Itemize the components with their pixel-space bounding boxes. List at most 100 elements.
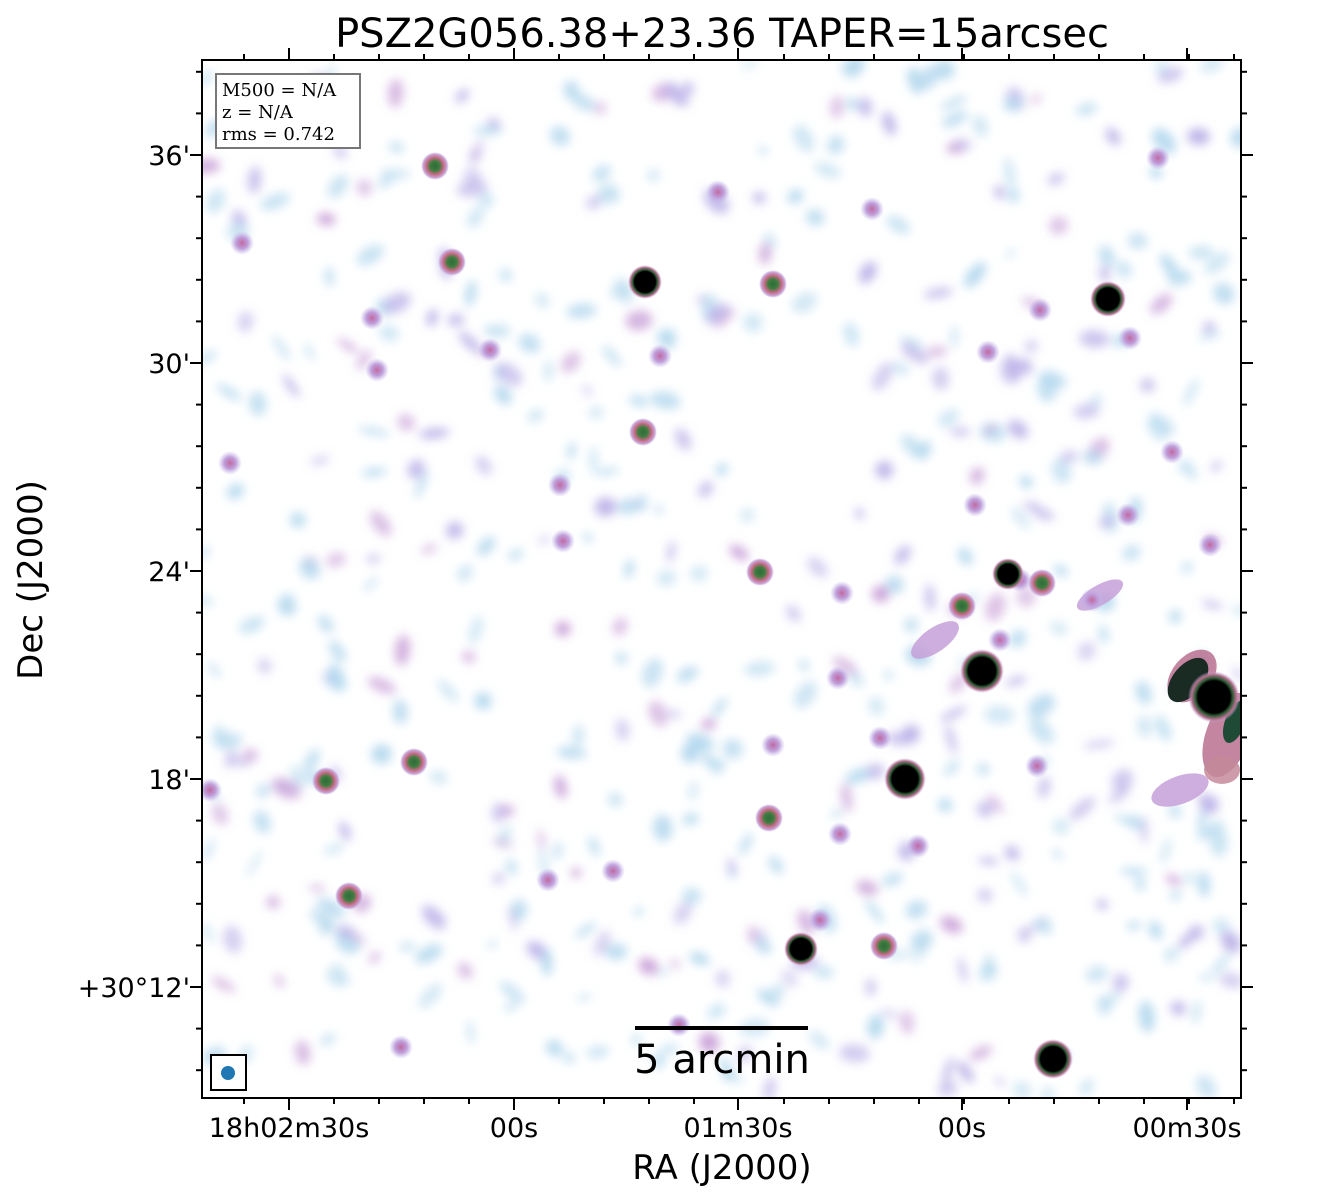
noise-blob (1077, 641, 1096, 661)
noise-blob (865, 899, 884, 924)
noise-blob (291, 765, 305, 790)
noise-blob (881, 872, 904, 887)
noise-blob (598, 183, 620, 204)
noise-blob (886, 215, 911, 234)
noise-blob (1150, 293, 1173, 315)
noise-blob (1112, 973, 1129, 993)
noise-blob (830, 810, 843, 818)
noise-blob (799, 659, 809, 671)
noise-blob (387, 78, 404, 108)
noise-blob (984, 705, 1015, 724)
radio-image (202, 60, 1241, 1098)
compact-source (312, 767, 340, 795)
noise-blob (560, 351, 581, 373)
noise-blob (369, 511, 392, 537)
noise-blob (977, 857, 1000, 865)
noise-blob (1163, 947, 1179, 963)
bright-source (884, 758, 926, 800)
noise-blob (701, 753, 721, 770)
faint-source (230, 231, 254, 255)
noise-blob (923, 287, 954, 299)
faint-source (1198, 533, 1222, 557)
noise-blob (537, 536, 551, 544)
noise-blob (407, 459, 425, 479)
noise-blob (1031, 507, 1055, 521)
noise-blob (457, 962, 473, 979)
compact-source (870, 932, 898, 960)
noise-blob (707, 1003, 726, 1019)
noise-blob (339, 821, 351, 841)
noise-blob (871, 585, 890, 603)
noise-blob (957, 1061, 974, 1083)
noise-blob (939, 916, 963, 934)
noise-blob (1034, 917, 1053, 935)
noise-blob (674, 428, 692, 451)
noise-blob (202, 545, 211, 559)
noise-blob (865, 978, 876, 996)
faint-source (648, 344, 672, 368)
noise-blob (309, 884, 326, 892)
noise-blob (447, 313, 465, 327)
noise-blob (894, 545, 911, 565)
noise-blob (845, 768, 871, 784)
noise-blob (299, 558, 320, 580)
noise-blob (1096, 898, 1108, 911)
noise-blob (945, 724, 957, 755)
noise-blob (216, 383, 242, 401)
noise-blob (656, 570, 677, 586)
bright-source (784, 932, 818, 966)
noise-blob (458, 331, 481, 353)
point-sources (202, 146, 1240, 1079)
noise-blob (634, 907, 643, 917)
noise-blob (492, 839, 514, 848)
noise-blob (392, 699, 408, 725)
faint-source (1028, 298, 1052, 322)
noise-blob (356, 244, 384, 266)
noise-blob (1052, 818, 1070, 835)
bright-source (1188, 671, 1240, 723)
noise-blob (202, 70, 213, 86)
faint-source (830, 581, 854, 605)
noise-blob (642, 658, 663, 688)
compact-source (746, 558, 774, 586)
noise-blob (843, 322, 859, 347)
noise-blob (1122, 544, 1141, 561)
noise-blob (1183, 378, 1199, 407)
noise-blob (418, 983, 443, 1009)
noise-blob (813, 965, 835, 979)
noise-blob (682, 813, 699, 825)
noise-blob (1181, 561, 1193, 574)
noise-blob (239, 616, 265, 634)
noise-blob (976, 763, 990, 776)
faint-source (389, 1035, 413, 1059)
noise-blob (979, 961, 998, 982)
noise-blob (247, 166, 262, 194)
compact-source (421, 152, 449, 180)
noise-blob (1051, 458, 1072, 484)
noise-blob (676, 666, 698, 683)
noise-blob (1076, 102, 1098, 116)
noise-blob (1170, 1000, 1186, 1016)
noise-blob (552, 842, 563, 860)
noise-blob (273, 335, 291, 361)
faint-source (761, 733, 785, 757)
noise-blob (1148, 921, 1163, 940)
compact-source (755, 804, 783, 832)
y-tick-label: 18' (148, 765, 190, 796)
noise-blob (576, 994, 592, 1001)
noise-blob (571, 867, 582, 878)
faint-source (551, 529, 575, 553)
noise-blob (882, 111, 896, 136)
noise-blob (957, 547, 973, 566)
noise-blob (467, 206, 484, 229)
noise-blob (202, 158, 221, 174)
noise-blob (833, 657, 858, 675)
noise-blob (554, 775, 567, 799)
noise-blob (1140, 817, 1148, 845)
noise-blob (654, 504, 664, 515)
noise-blob (912, 946, 927, 964)
noise-blob (1029, 717, 1054, 745)
noise-blob (535, 292, 550, 309)
noise-blob (729, 544, 749, 561)
noise-blob (698, 1032, 720, 1053)
